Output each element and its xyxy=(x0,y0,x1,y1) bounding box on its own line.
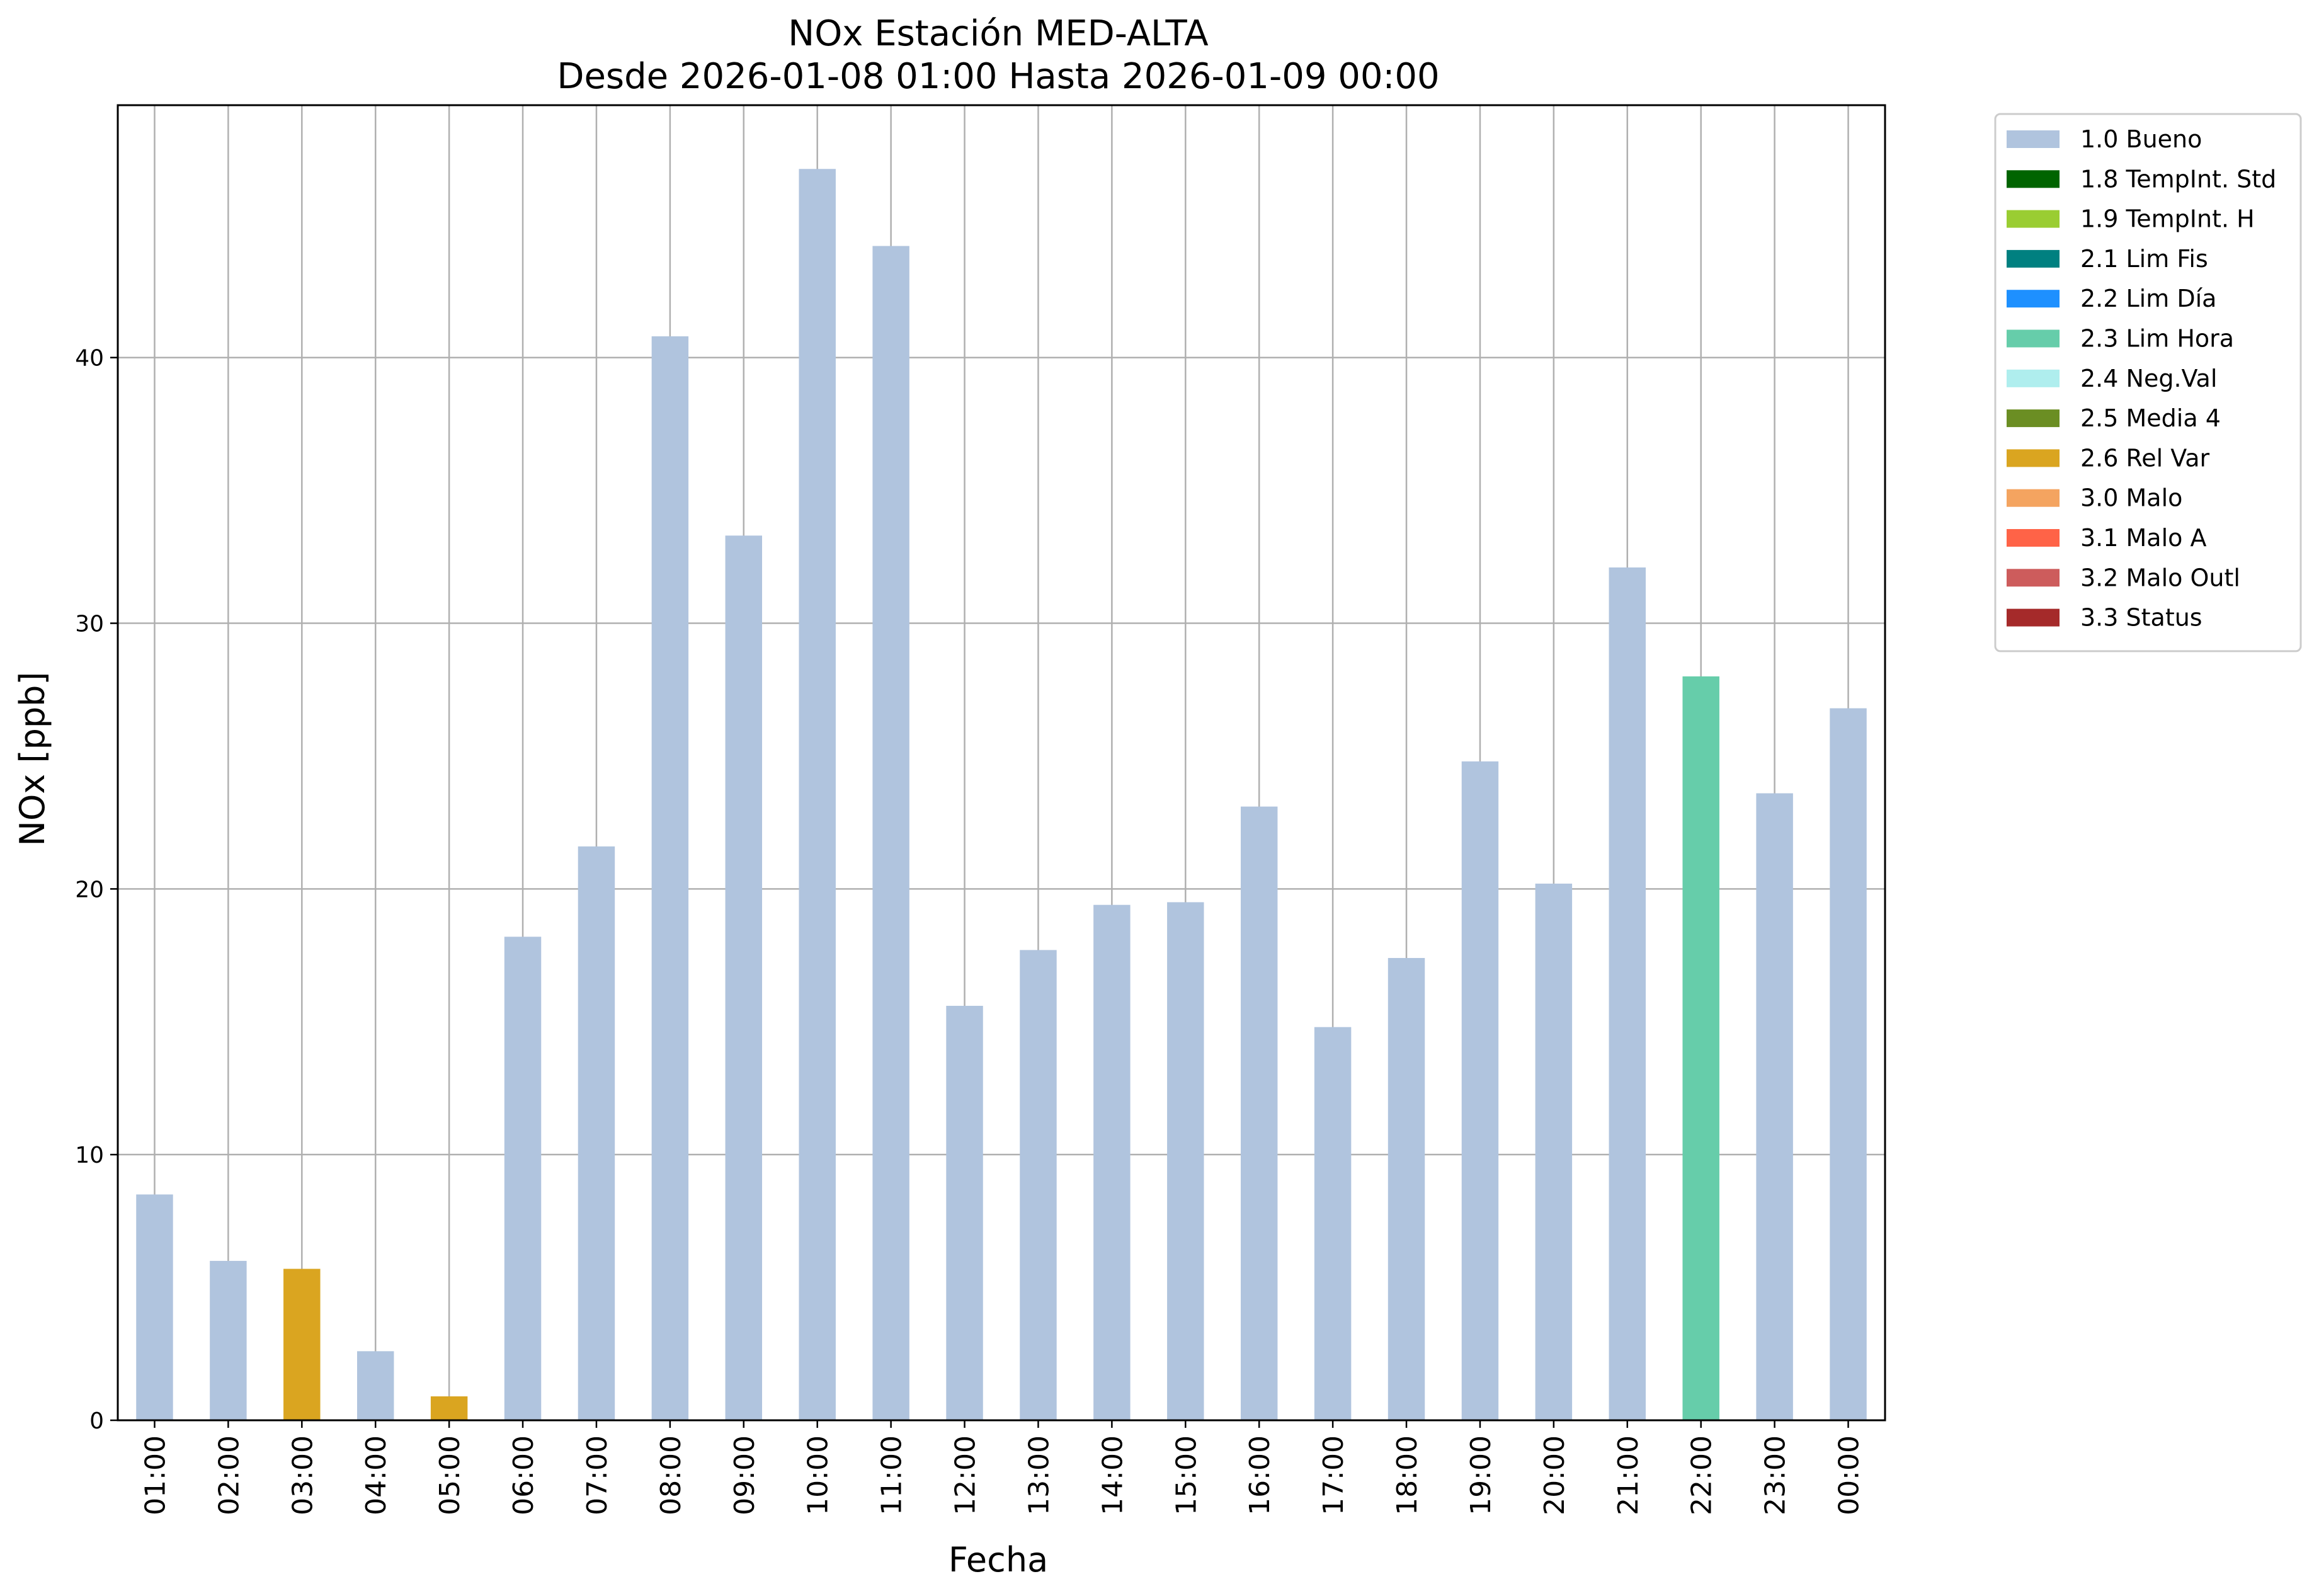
legend-swatch xyxy=(2007,130,2060,148)
y-tick-label: 40 xyxy=(75,346,104,372)
x-tick-label: 09:00 xyxy=(729,1435,761,1515)
bar-0600 xyxy=(504,937,542,1420)
x-tick-label: 08:00 xyxy=(655,1435,687,1515)
legend-label: 3.1 Malo A xyxy=(2080,524,2206,552)
bar-0500 xyxy=(430,1396,468,1420)
y-axis-ticks: 0 10 20 30 40 xyxy=(75,346,118,1434)
x-tick-label: 11:00 xyxy=(876,1435,908,1515)
bar-2300 xyxy=(1756,793,1793,1420)
x-tick-label: 14:00 xyxy=(1097,1435,1129,1515)
bar-2000 xyxy=(1535,883,1573,1420)
legend-label: 3.0 Malo xyxy=(2080,484,2182,512)
y-tick-label: 10 xyxy=(75,1143,104,1168)
bar-1400 xyxy=(1093,904,1131,1420)
legend-swatch xyxy=(2007,290,2060,308)
bar-0100 xyxy=(136,1194,173,1420)
y-axis-label: NOx [ppb] xyxy=(13,672,52,846)
legend-label: 3.3 Status xyxy=(2080,604,2202,632)
legend-frame xyxy=(1994,113,2302,653)
chart-title: NOx Estación MED-ALTA xyxy=(788,13,1208,54)
x-tick-label: 19:00 xyxy=(1465,1435,1497,1515)
legend-swatch xyxy=(2007,369,2060,387)
legend-label: 1.0 Bueno xyxy=(2080,125,2202,153)
y-tick-label: 30 xyxy=(75,612,104,637)
bar-0900 xyxy=(725,535,763,1420)
legend-label: 2.6 Rel Var xyxy=(2080,444,2210,472)
x-tick-label: 13:00 xyxy=(1023,1435,1055,1515)
x-tick-label: 10:00 xyxy=(802,1435,835,1515)
bar-0000 xyxy=(1830,708,1867,1420)
x-tick-label: 22:00 xyxy=(1686,1435,1718,1515)
plot-frame xyxy=(117,104,1886,1422)
bar-1300 xyxy=(1020,950,1057,1420)
bar-2100 xyxy=(1609,567,1646,1420)
x-tick-label: 06:00 xyxy=(508,1435,540,1515)
bar-1000 xyxy=(799,169,836,1421)
bar-1100 xyxy=(872,246,909,1421)
legend: 1.0 Bueno 1.8 TempInt. Std 1.9 TempInt. H 2… xyxy=(1994,113,2302,653)
x-tick-label: 04:00 xyxy=(360,1435,392,1515)
legend-label: 2.2 Lim Día xyxy=(2080,285,2216,312)
x-axis-label: Fecha xyxy=(949,1540,1048,1580)
x-tick-label: 12:00 xyxy=(950,1435,982,1515)
bar-1900 xyxy=(1461,761,1499,1420)
legend-swatch xyxy=(2007,529,2060,547)
legend-swatch xyxy=(2007,449,2060,467)
legend-swatch xyxy=(2007,329,2060,348)
bar-0800 xyxy=(651,336,689,1420)
legend-label: 2.4 Neg.Val xyxy=(2080,365,2217,392)
x-tick-label: 18:00 xyxy=(1391,1435,1423,1515)
chart-subtitle: Desde 2026-01-08 01:00 Hasta 2026-01-09 … xyxy=(557,56,1439,97)
legend-swatch xyxy=(2007,608,2060,627)
x-tick-label: 05:00 xyxy=(434,1435,466,1515)
x-tick-label: 17:00 xyxy=(1318,1435,1350,1515)
bar-0200 xyxy=(210,1260,247,1420)
x-tick-label: 00:00 xyxy=(1833,1435,1866,1515)
legend-label: 3.2 Malo Outl xyxy=(2080,564,2240,591)
x-tick-label: 15:00 xyxy=(1170,1435,1202,1515)
legend-swatch xyxy=(2007,489,2060,507)
x-tick-label: 21:00 xyxy=(1612,1435,1644,1515)
bar-2200 xyxy=(1682,676,1719,1420)
y-tick-label: 20 xyxy=(75,877,104,903)
legend-label: 2.1 Lim Fis xyxy=(2080,245,2208,273)
legend-swatch xyxy=(2007,569,2060,587)
bar-1200 xyxy=(946,1005,983,1420)
x-tick-label: 20:00 xyxy=(1539,1435,1571,1515)
x-tick-label: 02:00 xyxy=(213,1435,245,1515)
bar-0700 xyxy=(578,846,615,1420)
x-tick-label: 01:00 xyxy=(139,1435,171,1515)
x-tick-label: 16:00 xyxy=(1244,1435,1276,1515)
legend-label: 2.3 Lim Hora xyxy=(2080,325,2234,353)
legend-label: 1.9 TempInt. H xyxy=(2080,205,2255,233)
x-tick-label: 23:00 xyxy=(1760,1435,1792,1515)
bar-1800 xyxy=(1387,958,1425,1420)
legend-swatch xyxy=(2007,409,2060,428)
bar-0400 xyxy=(356,1351,394,1420)
bar-1500 xyxy=(1167,902,1204,1420)
legend-label: 1.8 TempInt. Std xyxy=(2080,165,2276,193)
x-tick-label: 07:00 xyxy=(581,1435,613,1515)
legend-label: 2.5 Media 4 xyxy=(2080,404,2221,432)
y-tick-label: 0 xyxy=(89,1408,104,1434)
legend-swatch xyxy=(2007,170,2060,188)
bar-0300 xyxy=(283,1268,321,1420)
x-tick-label: 03:00 xyxy=(287,1435,319,1515)
legend-swatch xyxy=(2007,210,2060,228)
bar-1700 xyxy=(1314,1027,1352,1420)
bars xyxy=(136,169,1867,1421)
x-axis-ticks: 01:00 02:00 03:00 04:00 05:00 06:00 07:00 08:00… xyxy=(139,1420,1866,1515)
bar-1600 xyxy=(1240,806,1278,1420)
legend-swatch xyxy=(2007,249,2060,268)
